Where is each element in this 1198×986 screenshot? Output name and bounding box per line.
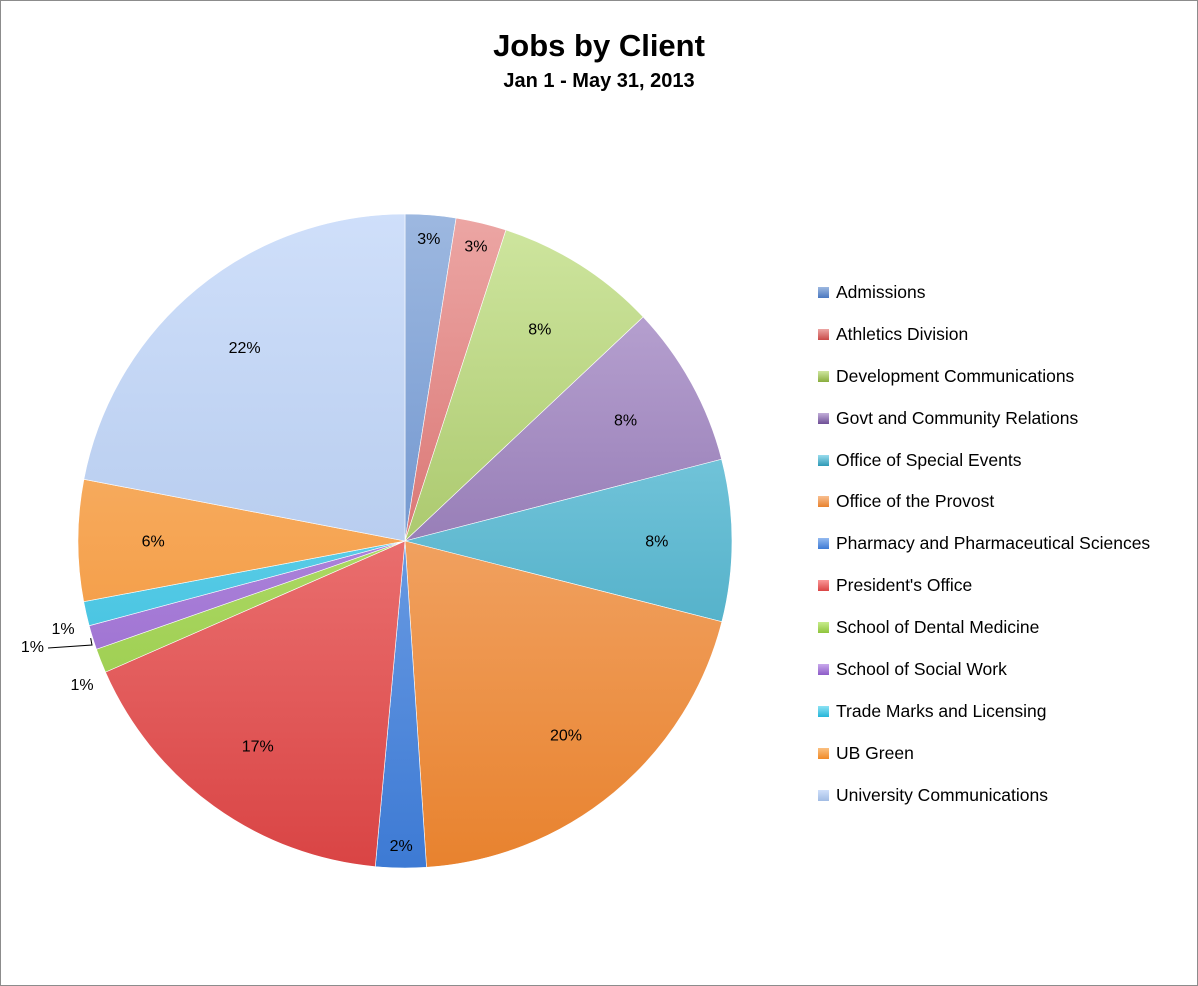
legend-label: School of Social Work xyxy=(836,659,1007,680)
legend: Admissions Athletics Division Development … xyxy=(818,281,1150,826)
pie-slice-5 xyxy=(404,540,723,868)
legend-label: Office of Special Events xyxy=(836,449,1022,470)
legend-swatch xyxy=(818,705,829,717)
legend-label: UB Green xyxy=(836,742,914,763)
pie-slice-4 xyxy=(404,458,733,623)
slice-data-label-2: 8% xyxy=(528,321,551,338)
legend-item: School of Dental Medicine xyxy=(818,616,1150,658)
legend-item: Athletics Division xyxy=(818,323,1150,365)
slice-data-label-4: 8% xyxy=(645,534,668,551)
legend-item: Pharmacy and Pharmaceutical Sciences xyxy=(818,532,1150,574)
legend-item: School of Social Work xyxy=(818,658,1150,700)
legend-swatch xyxy=(818,538,829,550)
legend-swatch xyxy=(818,580,829,592)
legend-swatch xyxy=(818,287,829,298)
legend-label: School of Dental Medicine xyxy=(836,617,1040,638)
legend-item: Office of the Provost xyxy=(818,490,1150,532)
pie-slice-3 xyxy=(404,316,722,542)
pie-slice-2 xyxy=(404,229,644,542)
chart-subtitle: Jan 1 - May 31, 2013 xyxy=(503,70,695,92)
legend-swatch xyxy=(818,454,829,466)
slice-data-label-10: 1% xyxy=(51,621,74,638)
legend-swatch xyxy=(818,789,829,801)
slice-data-label-3: 8% xyxy=(614,412,637,429)
slice-data-label-1: 3% xyxy=(464,238,487,255)
legend-label: Trade Marks and Licensing xyxy=(836,700,1047,721)
slice-data-label-7: 17% xyxy=(242,738,274,755)
legend-label: President's Office xyxy=(836,575,973,596)
legend-swatch xyxy=(818,664,829,676)
slice-data-label-9: 1% xyxy=(21,639,44,656)
slice-data-label-5: 20% xyxy=(550,728,582,745)
legend-item: University Communications xyxy=(818,784,1150,826)
legend-item: Development Communications xyxy=(818,365,1150,407)
legend-item: UB Green xyxy=(818,742,1150,784)
legend-item: President's Office xyxy=(818,574,1150,616)
legend-item: Admissions xyxy=(818,281,1150,323)
legend-label: Pharmacy and Pharmaceutical Sciences xyxy=(836,533,1151,554)
pie-slice-12 xyxy=(83,213,406,542)
slice-data-label-12: 22% xyxy=(229,340,261,357)
leader-line-9 xyxy=(47,638,93,649)
legend-label: Development Communications xyxy=(836,365,1075,386)
pie-slice-7 xyxy=(105,540,406,867)
slice-data-label-6: 2% xyxy=(390,838,413,855)
legend-item: Govt and Community Relations xyxy=(818,407,1150,449)
chart-title: Jobs by Client xyxy=(493,28,705,63)
legend-label: Athletics Division xyxy=(836,323,969,344)
pie-slice-11 xyxy=(77,478,406,603)
legend-label: Admissions xyxy=(836,282,926,302)
legend-swatch xyxy=(818,370,829,382)
legend-label: Govt and Community Relations xyxy=(836,407,1079,428)
legend-label: University Communications xyxy=(836,784,1049,805)
legend-item: Trade Marks and Licensing xyxy=(818,700,1150,742)
legend-item: Office of Special Events xyxy=(818,449,1150,491)
legend-swatch xyxy=(818,622,829,634)
legend-label: Office of the Provost xyxy=(836,491,995,512)
slice-data-label-11: 6% xyxy=(142,534,165,551)
slice-data-label-8: 1% xyxy=(70,677,93,694)
legend-swatch xyxy=(818,747,829,759)
slice-data-label-0: 3% xyxy=(417,231,440,248)
legend-swatch xyxy=(818,496,829,508)
legend-swatch xyxy=(818,412,829,424)
legend-swatch xyxy=(818,328,829,340)
